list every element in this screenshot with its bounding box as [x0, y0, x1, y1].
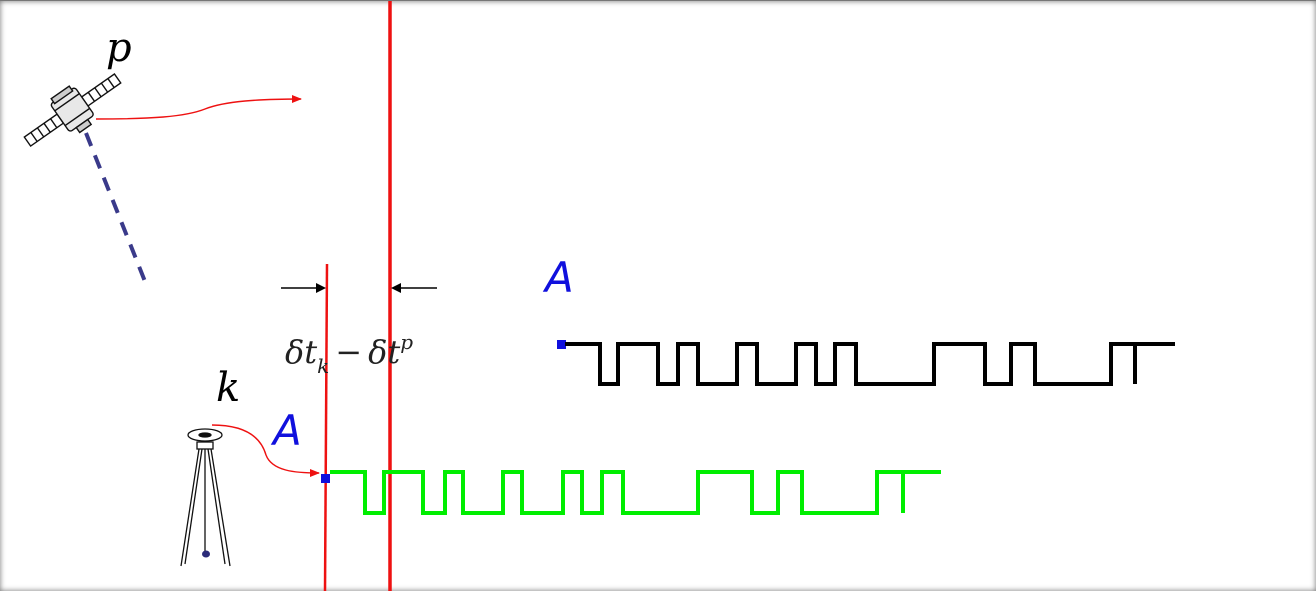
- receiver-replica-code: [330, 470, 941, 515]
- satellite-time-term: t: [387, 333, 400, 371]
- receiver-code-start-marker: [321, 474, 330, 483]
- satellite-label: p: [106, 25, 132, 71]
- satellite-signal-arrow: [95, 95, 302, 120]
- receiver-subscript: k: [317, 354, 329, 378]
- receiver-time-term: t: [304, 333, 317, 371]
- receiver-signal-arrow: [211, 424, 320, 477]
- clock-offset-label: δtk − δtp: [285, 330, 413, 378]
- offset-dimension-arrows: [281, 283, 437, 293]
- receiver-epoch-line: [323, 263, 329, 591]
- satellite-code-start-marker: [557, 340, 566, 349]
- satellite-prn-code: [565, 342, 1175, 386]
- minus-sign: −: [335, 333, 362, 371]
- delta-symbol-satellite: δ: [368, 333, 387, 371]
- delta-symbol-receiver: δ: [285, 333, 304, 371]
- satellite-icon: [23, 72, 122, 148]
- receiver-label: k: [216, 365, 240, 411]
- satellite-superscript: p: [400, 330, 413, 354]
- tripod-receiver-icon: [180, 428, 231, 567]
- receiver-code-label: A: [270, 406, 302, 455]
- line-of-sight: [84, 132, 150, 290]
- satellite-code-label: A: [542, 253, 574, 302]
